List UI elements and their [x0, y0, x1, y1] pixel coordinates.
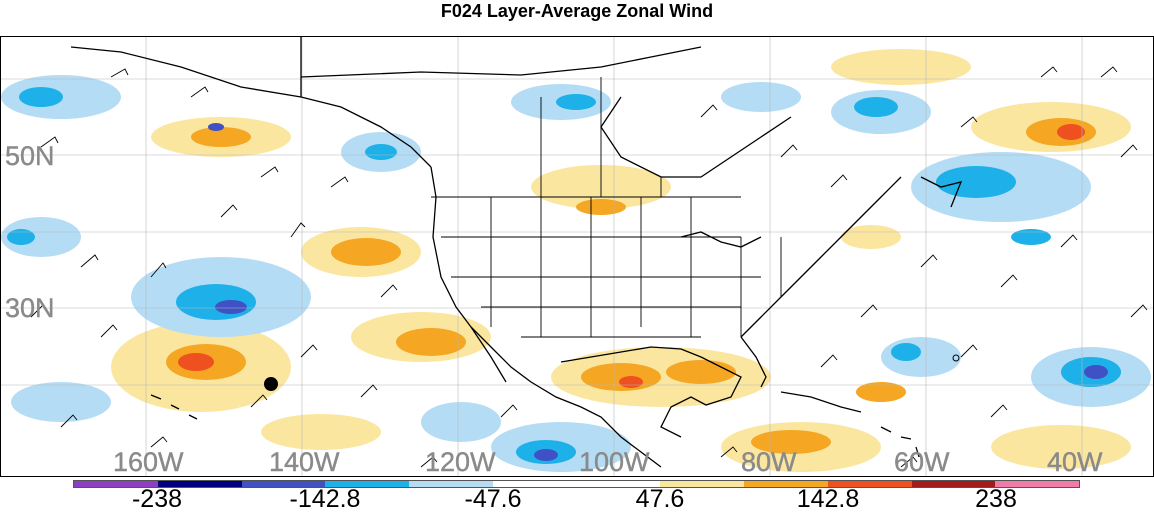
colorbar-segment: [576, 481, 661, 487]
lon-label-160w: 160W: [113, 447, 184, 477]
lon-label-80w: 80W: [741, 447, 797, 477]
zonal-wind-map: [1, 37, 1153, 476]
colorbar-segment: [74, 481, 158, 487]
shading-layer: [1, 49, 1151, 472]
colorbar-segment: [241, 481, 326, 487]
colorbar-tick-label: 47.6: [635, 485, 685, 513]
colorbar-segment: [409, 481, 493, 487]
colorbar-segment: [492, 481, 577, 487]
lat-label-50n: 50N: [5, 141, 55, 171]
colorbar-tick-label: 238: [975, 485, 1017, 513]
colorbar: [73, 480, 1080, 488]
location-marker[interactable]: [264, 377, 278, 391]
colorbar-segment: [827, 481, 912, 487]
lon-label-60w: 60W: [894, 447, 950, 477]
colorbar-tick-label: -142.8: [289, 485, 361, 513]
colorbar-tick-label: 142.8: [796, 485, 860, 513]
colorbar-segment: [660, 481, 744, 487]
lat-label-30n: 30N: [5, 293, 55, 323]
map-title: F024 Layer-Average Zonal Wind: [440, 1, 714, 21]
political-borders: [431, 77, 782, 338]
lon-label-120w: 120W: [425, 447, 496, 477]
colorbar-segment: [911, 481, 996, 487]
colorbar-tick-label: -47.6: [464, 485, 522, 513]
colorbar-segment: [325, 481, 409, 487]
colorbar-segment: [157, 481, 242, 487]
small-marker: [952, 354, 960, 362]
coastlines: [70, 37, 963, 468]
colorbar-tick-label: -238: [131, 485, 183, 513]
lon-label-140w: 140W: [269, 447, 340, 477]
lon-label-40w: 40W: [1047, 447, 1103, 477]
graticule: [1, 37, 1153, 476]
colorbar-segment: [995, 481, 1079, 487]
wind-barbs: [30, 66, 1148, 468]
colorbar-segment: [744, 481, 828, 487]
lon-label-100w: 100W: [579, 447, 650, 477]
map-panel[interactable]: 50N 30N 160W 140W 120W 100W 80W 60W 40W: [0, 36, 1154, 477]
